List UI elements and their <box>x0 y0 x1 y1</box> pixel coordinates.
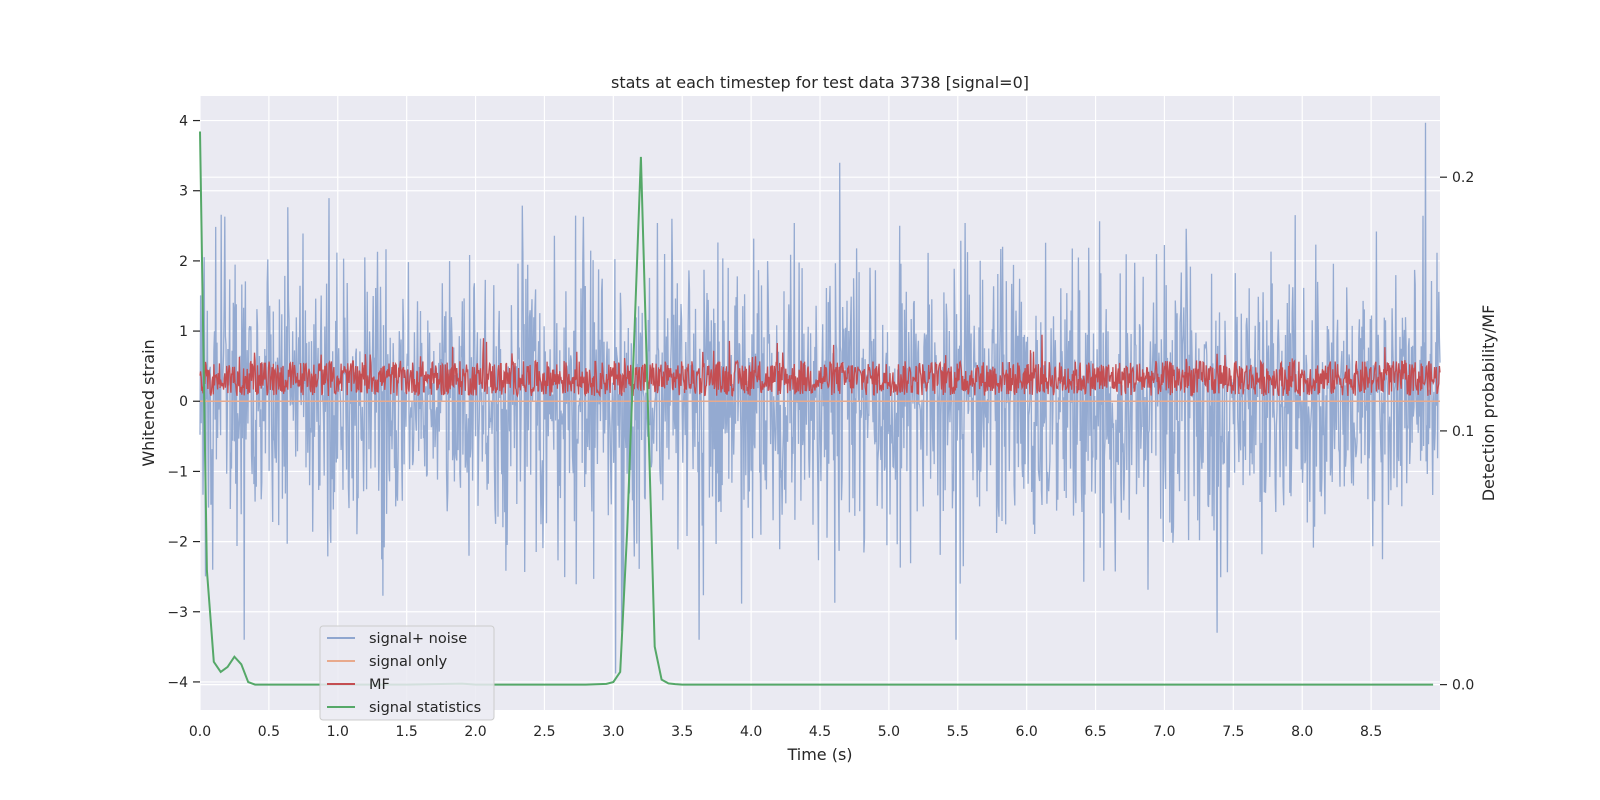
y2-tick-label-0: 0.0 <box>1452 678 1474 694</box>
y-tick-label-1: −3 <box>167 605 188 621</box>
x-tick-label-9: 4.5 <box>809 724 831 740</box>
x-tick-label-15: 7.5 <box>1222 724 1244 740</box>
legend-label-mf: MF <box>369 677 390 693</box>
x-tick-label-12: 6.0 <box>1016 724 1038 740</box>
y-axis-label: Whitened strain <box>139 339 158 466</box>
y2-axis-label: Detection probability/MF <box>1479 305 1498 502</box>
legend-label-signal-statistics: signal statistics <box>369 700 481 716</box>
series-line-signal-noise <box>199 122 1441 674</box>
series-line-mf <box>199 334 1441 398</box>
x-tick-label-14: 7.0 <box>1153 724 1175 740</box>
y-tick-label-5: 1 <box>179 324 188 340</box>
x-tick-label-16: 8.0 <box>1291 724 1313 740</box>
ticks: 0.0 0.5 1.0 1.5 2.0 2.5 3.0 3.5 4.0 4.5 5.0 5.5 6.0 6… <box>167 114 1474 740</box>
x-tick-label-7: 3.5 <box>671 724 693 740</box>
x-tick-label-1: 0.5 <box>258 724 280 740</box>
chart-title: stats at each timestep for test data 373… <box>611 73 1029 92</box>
y-tick-label-0: −4 <box>167 675 188 691</box>
x-tick-label-2: 1.0 <box>327 724 349 740</box>
y-tick-label-2: −2 <box>167 535 188 551</box>
x-axis-label: Time (s) <box>786 745 852 764</box>
x-tick-label-13: 6.5 <box>1084 724 1106 740</box>
y-tick-label-6: 2 <box>179 254 188 270</box>
series-line-signal-statistics <box>199 131 1434 686</box>
series-layer <box>199 122 1441 686</box>
x-tick-label-5: 2.5 <box>533 724 555 740</box>
y-tick-label-4: 0 <box>179 394 188 410</box>
x-tick-label-10: 5.0 <box>878 724 900 740</box>
y2-tick-label-1: 0.1 <box>1452 424 1474 440</box>
y-tick-label-7: 3 <box>179 184 188 200</box>
legend-box <box>319 625 495 721</box>
x-tick-label-17: 8.5 <box>1360 724 1382 740</box>
x-tick-label-0: 0.0 <box>189 724 211 740</box>
y-tick-label-3: −1 <box>167 464 188 480</box>
x-tick-label-6: 3.0 <box>602 724 624 740</box>
legend-label-signal-only: signal only <box>369 654 448 670</box>
x-tick-label-11: 5.5 <box>947 724 969 740</box>
x-tick-label-8: 4.0 <box>740 724 762 740</box>
y-tick-label-8: 4 <box>179 114 188 130</box>
y2-tick-label-2: 0.2 <box>1452 170 1474 186</box>
legend: signal+ noise signal only MF signal stat… <box>319 625 495 721</box>
x-tick-label-3: 1.5 <box>396 724 418 740</box>
x-tick-label-4: 2.0 <box>464 724 486 740</box>
legend-label-signal-noise: signal+ noise <box>369 631 467 647</box>
